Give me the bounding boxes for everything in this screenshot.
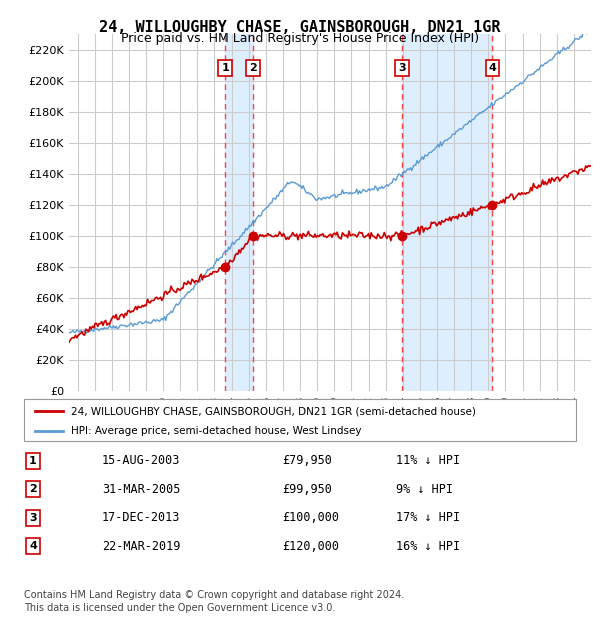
Text: £99,950: £99,950 — [282, 483, 332, 496]
Text: 24, WILLOUGHBY CHASE, GAINSBOROUGH, DN21 1GR: 24, WILLOUGHBY CHASE, GAINSBOROUGH, DN21… — [99, 20, 501, 35]
Text: Price paid vs. HM Land Registry's House Price Index (HPI): Price paid vs. HM Land Registry's House … — [121, 32, 479, 45]
Text: 9% ↓ HPI: 9% ↓ HPI — [396, 483, 453, 496]
Text: HPI: Average price, semi-detached house, West Lindsey: HPI: Average price, semi-detached house,… — [71, 426, 361, 436]
Text: 16% ↓ HPI: 16% ↓ HPI — [396, 539, 460, 552]
Text: 17% ↓ HPI: 17% ↓ HPI — [396, 512, 460, 525]
Text: 24, WILLOUGHBY CHASE, GAINSBOROUGH, DN21 1GR (semi-detached house): 24, WILLOUGHBY CHASE, GAINSBOROUGH, DN21… — [71, 406, 476, 416]
Bar — [402, 34, 492, 391]
Text: £100,000: £100,000 — [282, 512, 339, 525]
Text: £120,000: £120,000 — [282, 539, 339, 552]
Text: 31-MAR-2005: 31-MAR-2005 — [102, 483, 181, 496]
Text: 2: 2 — [29, 484, 37, 494]
Bar — [225, 34, 253, 391]
Text: 15-AUG-2003: 15-AUG-2003 — [102, 454, 181, 467]
Text: 1: 1 — [29, 456, 37, 466]
Text: 22-MAR-2019: 22-MAR-2019 — [102, 539, 181, 552]
Text: 3: 3 — [29, 513, 37, 523]
Text: £79,950: £79,950 — [282, 454, 332, 467]
Text: 1: 1 — [221, 63, 229, 73]
Text: Contains HM Land Registry data © Crown copyright and database right 2024.: Contains HM Land Registry data © Crown c… — [24, 590, 404, 600]
FancyBboxPatch shape — [24, 399, 576, 441]
Text: 2: 2 — [249, 63, 257, 73]
Text: 17-DEC-2013: 17-DEC-2013 — [102, 512, 181, 525]
Text: 3: 3 — [398, 63, 406, 73]
Text: 11% ↓ HPI: 11% ↓ HPI — [396, 454, 460, 467]
Text: 4: 4 — [29, 541, 37, 551]
Text: 4: 4 — [488, 63, 496, 73]
Text: This data is licensed under the Open Government Licence v3.0.: This data is licensed under the Open Gov… — [24, 603, 335, 613]
